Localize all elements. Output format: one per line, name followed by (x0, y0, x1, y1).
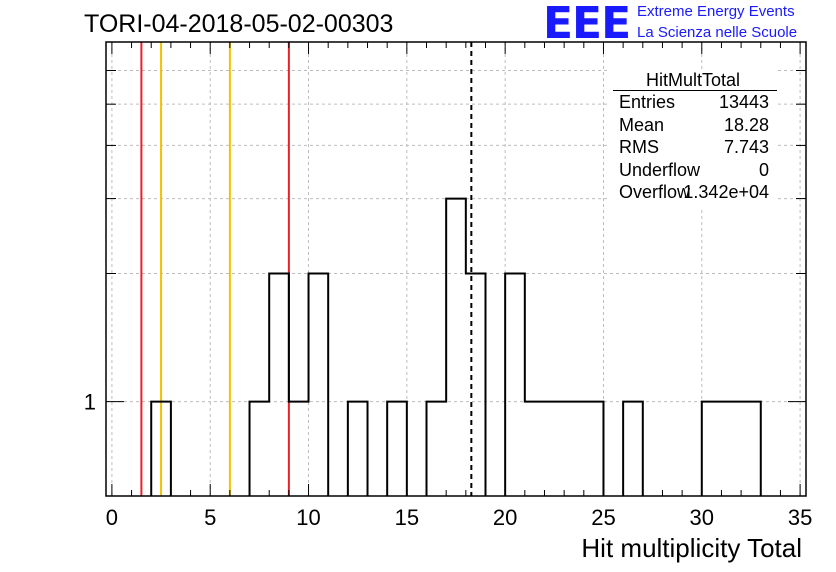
tick-labels: 0 5 10 15 20 25 30 35 1 (84, 390, 813, 530)
stats-label: Underflow (619, 160, 701, 180)
plot-frame (105, 41, 807, 497)
stats-value: 1.342e+04 (683, 182, 769, 202)
x-tick-label: 15 (395, 505, 419, 530)
run-title: TORI-04-2018-05-02-00303 (84, 10, 394, 38)
x-tick-label: 30 (690, 505, 714, 530)
stats-value: 18.28 (723, 115, 769, 135)
stats-label: Mean (619, 115, 665, 135)
stats-title: HitMultTotal (645, 70, 741, 90)
stats-divider (613, 90, 777, 91)
stats-value: 0 (758, 160, 769, 180)
logo-mark: EEE (543, 0, 631, 49)
x-tick-label: 10 (296, 505, 320, 530)
x-tick-label: 0 (106, 505, 118, 530)
marker-lines (140, 42, 473, 496)
axis-ticks (106, 41, 806, 496)
eee-logo: EEE Extreme Energy Events La Scienza nel… (543, 0, 833, 49)
histogram-outline (150, 197, 762, 496)
y-tick-label: 1 (84, 390, 96, 415)
x-tick-label: 5 (204, 505, 216, 530)
x-tick-label: 25 (591, 505, 615, 530)
x-axis-title: Hit multiplicity Total (581, 533, 802, 563)
stats-value: 13443 (718, 92, 769, 112)
x-tick-label: 20 (493, 505, 517, 530)
stats-box: HitMultTotal Entries 13443 Mean 18.28 RM… (609, 69, 777, 209)
logo-line-2: La Scienza nelle Scuole (637, 24, 798, 41)
stats-value: 7.743 (723, 137, 769, 157)
stats-label: Overflow (619, 182, 691, 202)
x-tick-label: 35 (788, 505, 812, 530)
stats-label: RMS (619, 137, 659, 157)
stats-label: Entries (619, 92, 676, 112)
logo-line-1: Extreme Energy Events (637, 3, 795, 20)
